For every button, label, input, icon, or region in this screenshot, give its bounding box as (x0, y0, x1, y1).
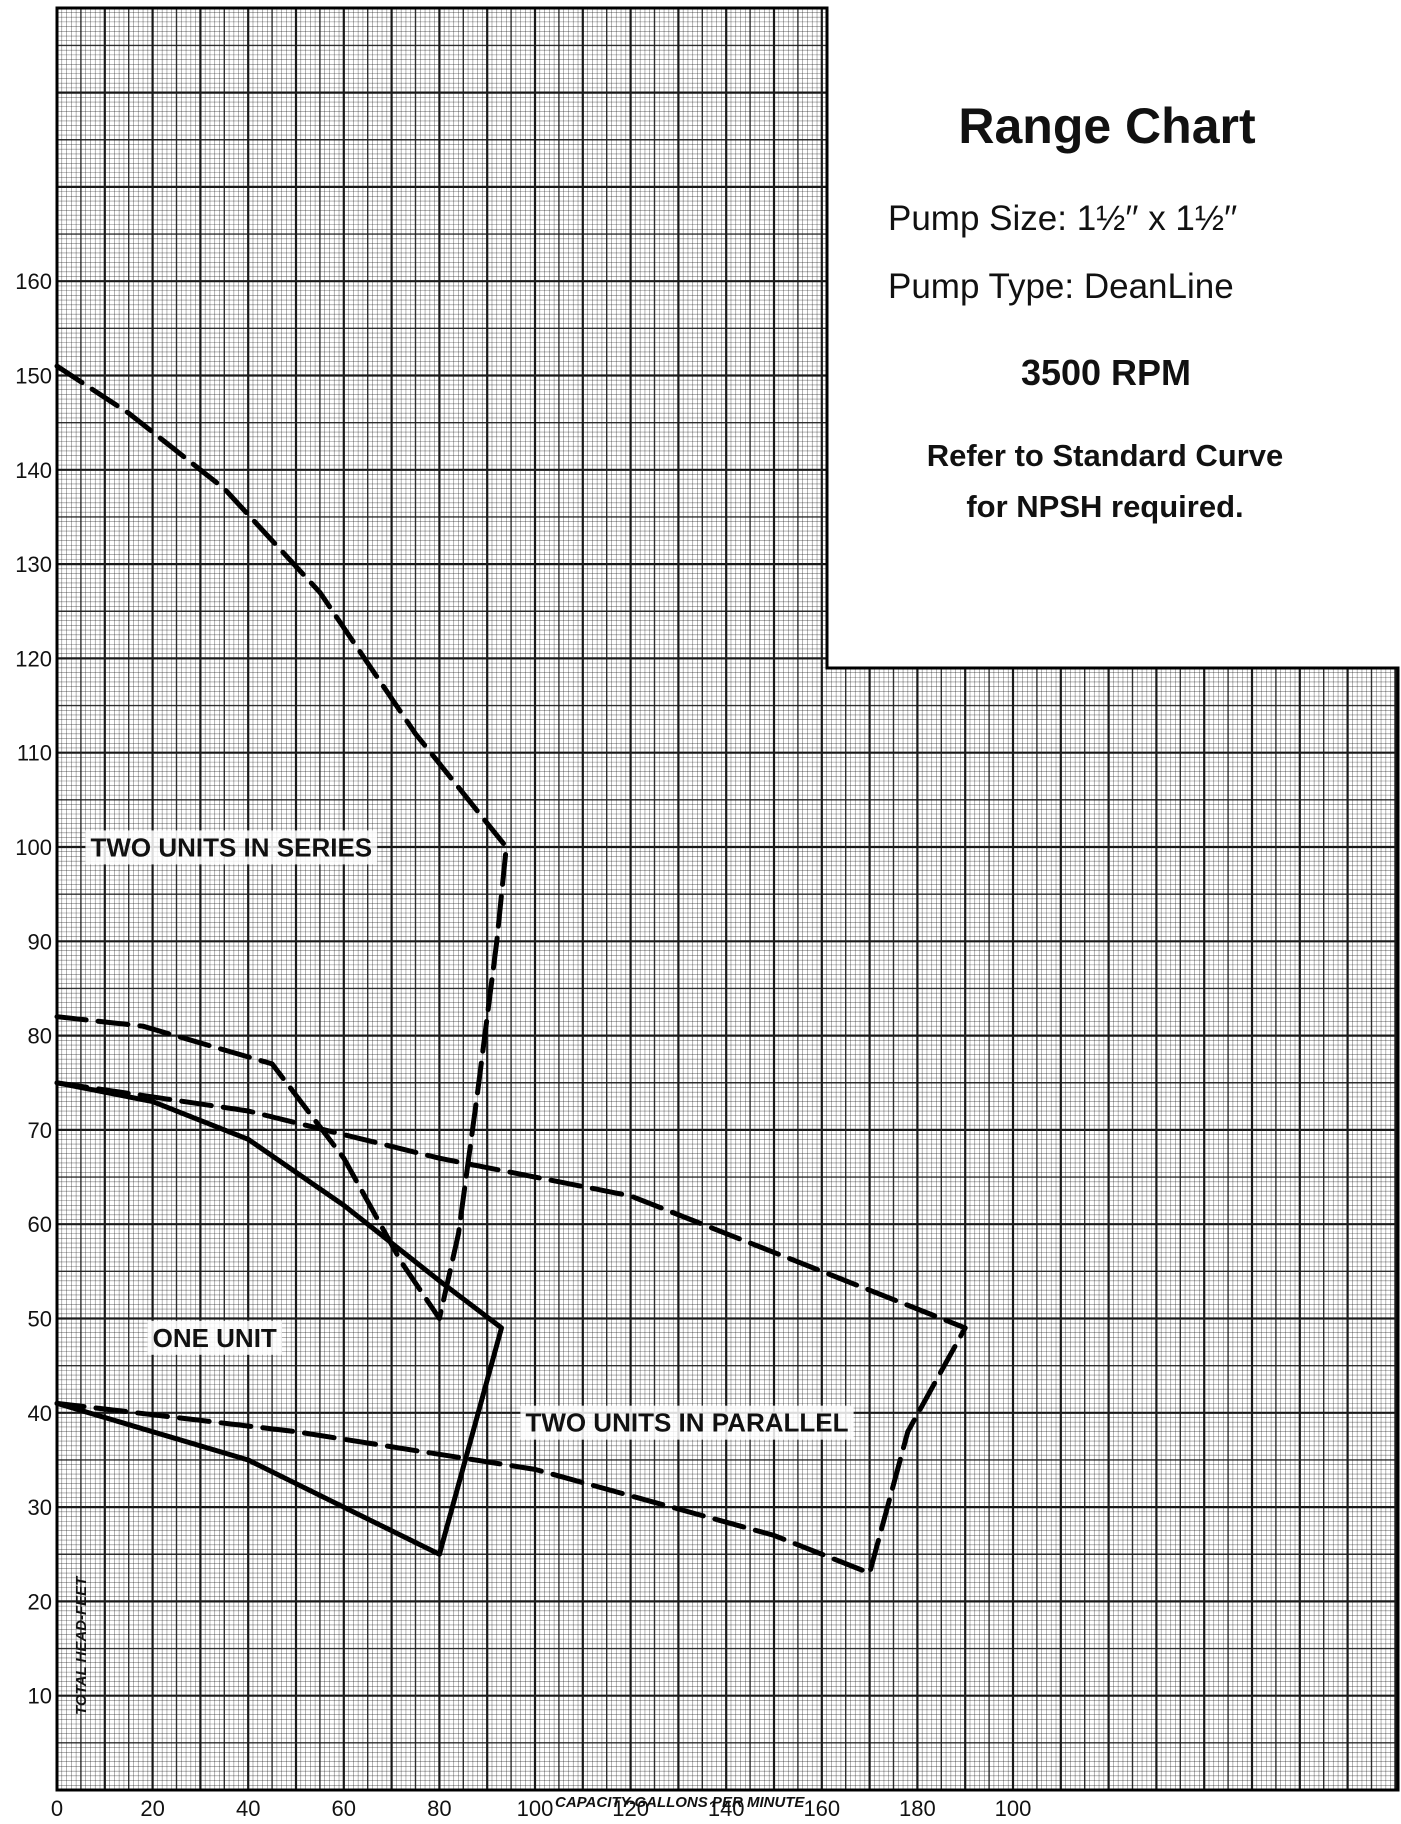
series-label-background (85, 830, 378, 865)
series-label-background (147, 1320, 282, 1355)
pump-type: Pump Type: DeanLine (888, 267, 1234, 306)
y-tick-label: 30 (28, 1495, 52, 1520)
series-label-background (520, 1405, 854, 1440)
x-tick-label: 100 (995, 1796, 1032, 1821)
chart-grid (55, 6, 1400, 1792)
y-tick-label: 160 (15, 269, 52, 294)
grid-border (55, 6, 1400, 1792)
y-tick-label: 80 (28, 1024, 52, 1049)
npsh-note-line1: Refer to Standard Curve (927, 438, 1284, 473)
y-tick-label: 40 (28, 1401, 52, 1426)
x-tick-label: 100 (517, 1796, 554, 1821)
npsh-note-line2: for NPSH required. (966, 489, 1243, 524)
rpm-label: 3500 RPM (1021, 352, 1191, 393)
y-axis-label: TOTAL HEAD-FEET (73, 1575, 90, 1715)
pump-size: Pump Size: 1½′′ x 1½′′ (888, 199, 1237, 238)
series-label: ONE UNIT (153, 1323, 277, 1353)
y-tick-label: 150 (15, 364, 52, 389)
y-tick-label: 10 (28, 1684, 52, 1709)
series-line (54, 1080, 504, 1557)
x-tick-label: 160 (803, 1796, 840, 1821)
x-tick-label: 60 (332, 1796, 356, 1821)
y-tick-label: 60 (28, 1212, 52, 1237)
x-tick-label: 180 (899, 1796, 936, 1821)
x-axis-label: CAPACITY-GALLONS PER MINUTE (555, 1794, 805, 1811)
y-tick-label: 130 (15, 552, 52, 577)
series-line (54, 1080, 968, 1576)
x-tick-label: 20 (140, 1796, 164, 1821)
series-line (54, 363, 509, 1321)
series-label: TWO UNITS IN SERIES (90, 832, 372, 862)
x-tick-label: 140 (708, 1796, 745, 1821)
y-tick-label: 70 (28, 1118, 52, 1143)
y-tick-label: 120 (15, 646, 52, 671)
y-tick-label: 90 (28, 929, 52, 954)
x-tick-label: 0 (51, 1796, 63, 1821)
x-tick-label: 120 (612, 1796, 649, 1821)
y-tick-label: 20 (28, 1589, 52, 1614)
y-tick-label: 100 (15, 835, 52, 860)
chart-title: Range Chart (958, 98, 1256, 154)
y-tick-label: 110 (17, 741, 52, 766)
axis-ticks: 0 20 40 60 80 100 120 140 160 180 100 10 20 30 40 50 60 7… (15, 269, 1031, 1821)
chart-series: ONE UNIT TWO UNITS IN SERIES TWO UNITS IN … (54, 363, 968, 1576)
x-tick-label: 40 (236, 1796, 260, 1821)
y-tick-label: 140 (15, 458, 52, 483)
x-tick-label: 80 (427, 1796, 451, 1821)
series-label: TWO UNITS IN PARALLEL (525, 1408, 848, 1438)
y-tick-label: 50 (28, 1307, 52, 1332)
